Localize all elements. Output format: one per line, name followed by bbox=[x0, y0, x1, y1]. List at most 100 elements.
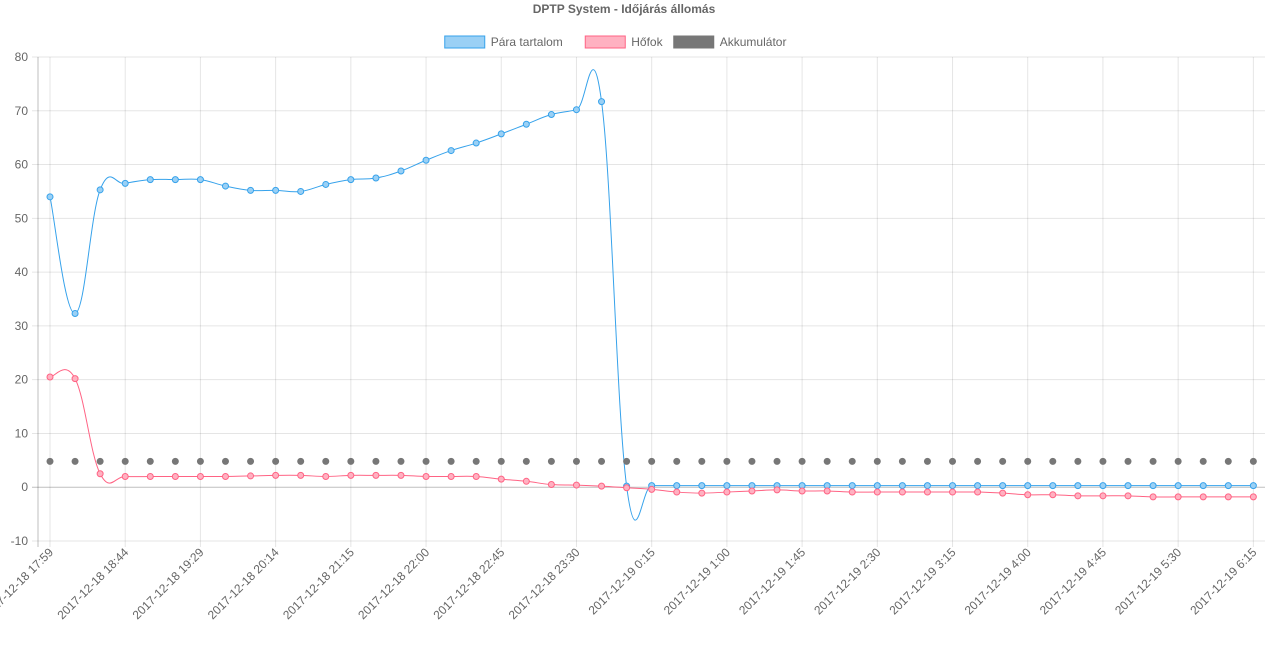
data-point bbox=[949, 482, 957, 490]
data-point bbox=[71, 310, 79, 318]
data-point bbox=[447, 147, 455, 155]
x-tick-label: 2017-12-18 17:59 bbox=[0, 545, 56, 622]
data-point bbox=[698, 457, 706, 465]
data-point bbox=[297, 187, 305, 195]
data-point bbox=[196, 176, 204, 184]
data-point bbox=[522, 120, 530, 128]
data-point bbox=[96, 470, 104, 478]
data-point bbox=[1199, 457, 1207, 465]
x-tick-label: 2017-12-18 20:14 bbox=[205, 545, 282, 622]
data-point bbox=[873, 488, 881, 496]
data-point bbox=[1124, 492, 1132, 500]
data-point bbox=[272, 186, 280, 194]
data-point bbox=[1249, 457, 1257, 465]
data-point bbox=[923, 488, 931, 496]
data-point bbox=[999, 489, 1007, 497]
data-point bbox=[748, 457, 756, 465]
x-tick-label: 2017-12-19 2:30 bbox=[811, 545, 883, 617]
data-point bbox=[121, 472, 129, 480]
data-point bbox=[648, 485, 656, 493]
grid bbox=[32, 56, 1265, 547]
data-point bbox=[1224, 482, 1232, 490]
data-point bbox=[1049, 491, 1057, 499]
data-point bbox=[547, 481, 555, 489]
series bbox=[46, 369, 1257, 501]
data-point bbox=[422, 156, 430, 164]
data-point bbox=[96, 186, 104, 194]
data-point bbox=[272, 471, 280, 479]
data-point bbox=[623, 484, 631, 492]
data-point bbox=[773, 486, 781, 494]
data-point bbox=[598, 482, 606, 490]
data-point bbox=[923, 482, 931, 490]
data-point bbox=[146, 457, 154, 465]
x-tick-label: 2017-12-19 1:45 bbox=[736, 545, 808, 617]
y-tick-label: 0 bbox=[21, 480, 28, 494]
y-tick-label: 80 bbox=[15, 50, 29, 64]
data-point bbox=[673, 482, 681, 490]
data-point bbox=[71, 457, 79, 465]
legend-label: Pára tartalom bbox=[491, 35, 563, 49]
data-point bbox=[898, 482, 906, 490]
data-point bbox=[898, 488, 906, 496]
data-point bbox=[848, 488, 856, 496]
data-point bbox=[372, 457, 380, 465]
data-point bbox=[121, 179, 129, 187]
data-point bbox=[1199, 482, 1207, 490]
x-tick-label: 2017-12-18 23:30 bbox=[506, 545, 583, 622]
data-point bbox=[1124, 482, 1132, 490]
data-point bbox=[221, 457, 229, 465]
data-point bbox=[397, 457, 405, 465]
data-point bbox=[171, 176, 179, 184]
data-point bbox=[949, 457, 957, 465]
data-point bbox=[46, 193, 54, 201]
data-point bbox=[1174, 482, 1182, 490]
data-point bbox=[848, 482, 856, 490]
data-point bbox=[673, 457, 681, 465]
y-tick-label: 40 bbox=[15, 265, 29, 279]
data-point bbox=[1199, 493, 1207, 501]
y-tick-label: 10 bbox=[15, 426, 29, 440]
data-point bbox=[748, 487, 756, 495]
data-point bbox=[171, 472, 179, 480]
legend-label: Hőfok bbox=[631, 35, 663, 49]
data-point bbox=[798, 457, 806, 465]
x-tick-label: 2017-12-18 22:00 bbox=[355, 545, 432, 622]
data-point bbox=[723, 482, 731, 490]
data-point bbox=[196, 457, 204, 465]
series bbox=[46, 457, 1257, 465]
data-point bbox=[698, 482, 706, 490]
data-point bbox=[1074, 492, 1082, 500]
data-point bbox=[1149, 493, 1157, 501]
data-point bbox=[1049, 457, 1057, 465]
x-tick-label: 2017-12-19 0:15 bbox=[586, 545, 658, 617]
data-point bbox=[923, 457, 931, 465]
data-point bbox=[171, 457, 179, 465]
data-point bbox=[673, 488, 681, 496]
y-tick-label: 50 bbox=[15, 211, 29, 225]
data-point bbox=[497, 130, 505, 138]
data-point bbox=[1099, 457, 1107, 465]
data-point bbox=[221, 182, 229, 190]
data-point bbox=[447, 457, 455, 465]
data-point bbox=[974, 482, 982, 490]
data-point bbox=[648, 457, 656, 465]
data-point bbox=[397, 167, 405, 175]
data-point bbox=[798, 487, 806, 495]
data-point bbox=[272, 457, 280, 465]
legend-swatch bbox=[444, 35, 486, 49]
y-tick-label: -10 bbox=[11, 534, 29, 548]
data-point bbox=[974, 457, 982, 465]
x-tick-label: 2017-12-18 19:29 bbox=[130, 545, 207, 622]
data-point bbox=[322, 472, 330, 480]
data-point bbox=[247, 186, 255, 194]
series-layer bbox=[46, 69, 1257, 521]
data-point bbox=[898, 457, 906, 465]
data-point bbox=[1174, 457, 1182, 465]
data-point bbox=[146, 472, 154, 480]
data-point bbox=[146, 176, 154, 184]
data-point bbox=[873, 482, 881, 490]
data-point bbox=[773, 457, 781, 465]
x-tick-label: 2017-12-19 6:15 bbox=[1187, 545, 1259, 617]
